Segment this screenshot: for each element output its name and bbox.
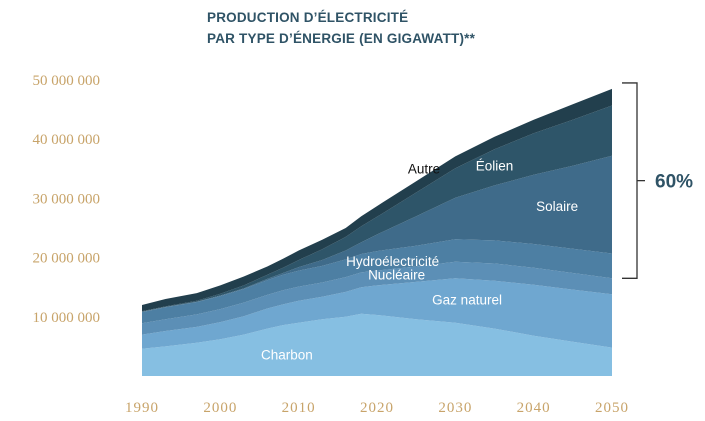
series-labels: Charbon Gaz naturel NucléaireHydroélectric… <box>261 159 578 363</box>
y-tick-label: 20 000 000 <box>33 251 101 267</box>
label-eolien: Éolien <box>476 159 514 174</box>
bracket-percent-label: 60% <box>655 172 693 193</box>
y-tick-label: 40 000 000 <box>33 132 101 148</box>
label-charbon: Charbon <box>261 347 313 362</box>
annotation-bracket: 60% <box>622 82 693 279</box>
chart-title: PRODUCTION D’ÉLECTRICITÉ <box>207 10 408 25</box>
x-tick-label: 2020 <box>360 400 394 416</box>
area-eolien <box>142 105 612 312</box>
bracket-line <box>622 82 638 279</box>
label-hydroelectricite: Hydroélectricité <box>346 254 439 269</box>
area-charbon <box>142 313 612 376</box>
x-tick-label: 1990 <box>125 400 159 416</box>
area-nucleaire <box>142 261 612 335</box>
label-autre: Autre <box>408 161 440 176</box>
x-axis: 1990 2000 2010 2020 2030 2040 2050 <box>125 400 629 416</box>
x-tick-label: 2050 <box>595 400 629 416</box>
y-tick-label: 50 000 000 <box>33 73 101 89</box>
y-axis: 10 000 000 20 000 000 30 000 000 40 000 000… <box>33 73 101 326</box>
label-solaire: Solaire <box>536 199 578 214</box>
area-autre <box>142 88 612 312</box>
area-gaz-naturel <box>142 278 612 349</box>
x-tick-label: 2030 <box>438 400 472 416</box>
label-gaz-naturel: Gaz naturel <box>432 292 502 307</box>
x-tick-label: 2040 <box>517 400 551 416</box>
x-tick-label: 2000 <box>203 400 237 416</box>
label-nucleaire: Nucléaire <box>368 268 425 283</box>
area-hydroelectricite <box>142 239 612 324</box>
area-solaire <box>142 155 612 313</box>
stacked-areas <box>142 88 612 376</box>
y-tick-label: 10 000 000 <box>33 310 101 326</box>
y-tick-label: 30 000 000 <box>33 191 101 207</box>
chart-subtitle: PAR TYPE D’ÉNERGIE (EN GIGAWATT)** <box>207 31 476 46</box>
x-tick-label: 2010 <box>282 400 316 416</box>
